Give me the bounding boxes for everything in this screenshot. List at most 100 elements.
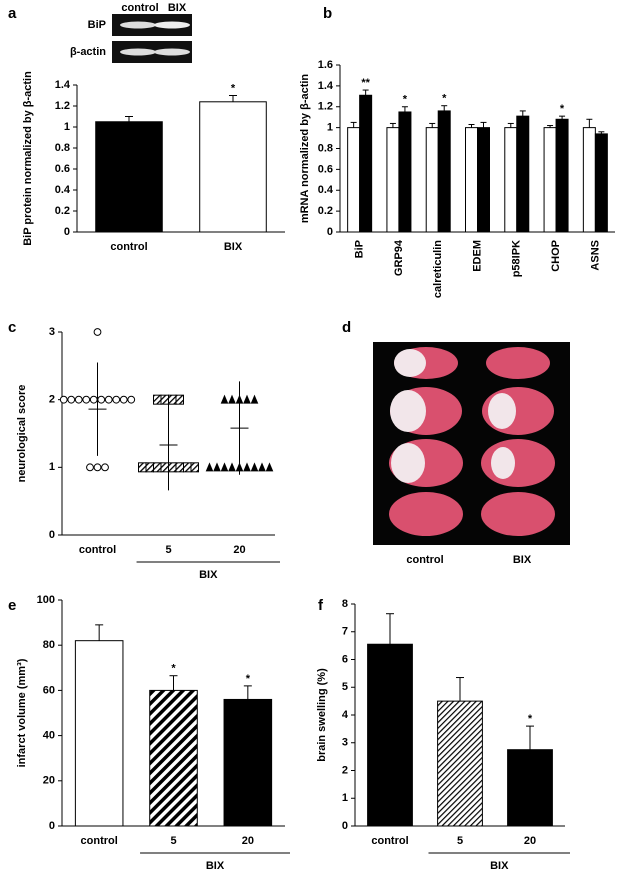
y-tick-label: 1.2 [55,100,70,112]
brain-slice [389,492,463,536]
bar [543,127,557,233]
point [101,463,109,472]
panel-letter: d [342,319,351,336]
x-tick-label: BiP [354,240,366,258]
infarct-area [390,390,426,432]
bar [95,121,163,233]
point [228,394,236,404]
point [74,395,83,404]
significance-mark: * [171,663,176,675]
panel-letter: b [323,5,332,22]
y-tick-label: 40 [43,730,55,742]
bar [425,127,439,233]
x-tick-label: 5 [457,835,463,847]
x-tick-label: GRP94 [393,239,405,276]
y-tick-label: 0 [64,226,70,238]
brain-slices-photo: control BIX [373,342,570,566]
blot-row-label: β-actin [70,46,106,58]
significance-mark: * [528,713,533,725]
point [250,462,259,472]
y-tick-label: 0.8 [318,142,333,154]
infarct-area [488,393,516,429]
point [82,395,91,404]
y-tick-label: 3 [49,326,55,338]
bar [74,640,124,827]
point [258,462,266,472]
y-tick-label: 0.4 [55,184,71,196]
y-tick-label: 1 [49,461,55,473]
point [93,463,102,472]
x-tick-label: 5 [170,835,176,847]
point [145,462,154,473]
y-tick-label: 0.2 [318,205,333,217]
group-label: BIX [206,860,225,870]
infarct-area [491,447,515,479]
blot-column-label: control [121,2,158,14]
bar [223,698,273,827]
point [104,395,113,404]
y-tick-label: 1.4 [318,80,334,92]
y-tick-label: 20 [43,775,55,787]
y-axis-label: mRNA normalized by β-actin [299,74,311,224]
bar [437,110,451,233]
bar [477,127,490,233]
bar [465,127,478,233]
x-tick-label: 5 [165,544,171,556]
y-tick-label: 0.4 [318,184,334,196]
bar [149,689,198,827]
significance-mark: * [246,673,251,685]
y-tick-label: 8 [342,598,348,610]
y-tick-label: 0.6 [55,163,70,175]
x-tick-label: p58IPK [511,240,523,277]
y-tick-label: 60 [43,684,55,696]
y-tick-label: 5 [342,681,348,693]
significance-mark: * [403,94,408,106]
photo-label: BIX [513,554,532,566]
bar [359,94,373,233]
bar [398,111,412,233]
y-tick-label: 1.6 [318,59,333,71]
point [86,463,94,472]
point [220,462,229,472]
panel-letter: a [8,5,17,22]
blot-row-label: BiP [88,19,106,31]
x-tick-label: CHOP [550,240,562,272]
point [228,462,236,472]
point [183,462,192,473]
y-tick-label: 2 [342,764,348,776]
x-tick-label: control [81,835,118,847]
point [265,462,274,472]
point [160,462,169,473]
bar [199,101,267,233]
y-axis-label: infarct volume (mm³) [16,658,28,767]
point [243,394,251,404]
y-tick-label: 7 [342,626,348,638]
point [97,395,106,404]
x-tick-label: control [79,544,116,556]
point [213,462,221,472]
point [153,394,162,405]
y-tick-label: 0.8 [55,142,70,154]
bar [555,118,569,233]
group-label: BIX [199,569,218,581]
x-tick-label: BIX [224,241,243,253]
y-tick-label: 1 [327,122,333,134]
blot-band [154,21,190,29]
bar [507,749,553,827]
point [93,328,102,336]
panel-letter: c [8,319,16,336]
point [138,462,147,473]
point [112,395,121,404]
bar [582,127,596,233]
point [243,462,251,472]
blot-band [120,48,156,56]
point [160,394,169,405]
significance-mark: * [560,103,565,115]
y-tick-label: 0 [49,820,55,832]
y-tick-label: 6 [342,653,348,665]
y-tick-label: 100 [37,594,55,606]
photo-label: control [406,554,443,566]
y-tick-label: 0 [49,529,55,541]
blot-column-label: BIX [168,2,187,14]
